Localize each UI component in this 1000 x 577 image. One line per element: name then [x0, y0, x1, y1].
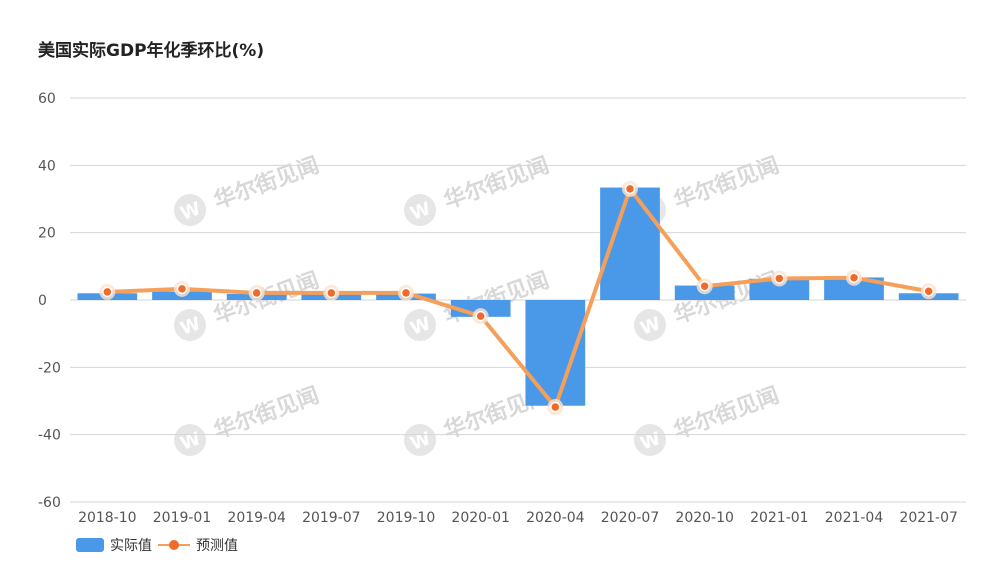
watermark-logo-icon — [404, 309, 436, 341]
watermark-text: 华尔街见闻 — [210, 152, 322, 214]
watermark-logo-icon — [174, 194, 206, 226]
y-tick-label: 60 — [38, 91, 56, 107]
x-tick-label: 2018-10 — [78, 510, 137, 526]
forecast-line — [107, 186, 930, 410]
line-point[interactable] — [923, 285, 934, 297]
x-tick-label: 2020-04 — [526, 510, 585, 526]
chart-title: 美国实际GDP年化季环比(%) — [38, 41, 265, 61]
watermark-text: 华尔街见闻 — [440, 152, 552, 214]
legend-label-forecast[interactable]: 预测值 — [196, 538, 238, 554]
legend-label-actual[interactable]: 实际值 — [110, 538, 152, 554]
line-point[interactable] — [176, 283, 188, 295]
line-point[interactable] — [251, 287, 262, 299]
x-tick-label: 2019-07 — [302, 510, 361, 526]
line-point[interactable] — [102, 286, 113, 298]
line-point[interactable] — [400, 287, 412, 299]
line-point[interactable] — [774, 273, 785, 284]
x-tick-label: 2021-07 — [899, 510, 958, 526]
watermark-logo-icon — [634, 309, 666, 341]
line-point[interactable] — [624, 183, 636, 195]
watermark-text: 华尔街见闻 — [670, 152, 782, 214]
y-tick-label: -40 — [38, 428, 61, 444]
y-tick-label: 40 — [38, 158, 56, 174]
line-point[interactable] — [550, 401, 561, 413]
bar[interactable] — [525, 300, 586, 406]
y-tick-label: -20 — [38, 360, 61, 376]
line-point[interactable] — [326, 287, 337, 299]
x-tick-label: 2021-01 — [750, 510, 809, 526]
line-point[interactable] — [848, 272, 860, 284]
watermark-logo-icon — [634, 424, 666, 456]
bar[interactable] — [600, 187, 660, 300]
x-tick-label: 2021-04 — [825, 510, 884, 526]
watermark-logo-icon — [404, 194, 436, 226]
watermark-logo-icon — [174, 309, 206, 341]
x-tick-label: 2019-10 — [377, 510, 436, 526]
bar[interactable] — [749, 278, 810, 300]
x-tick-label: 2019-04 — [227, 510, 286, 526]
legend-swatch-actual[interactable] — [76, 538, 104, 552]
y-tick-label: 20 — [38, 226, 56, 242]
line-point[interactable] — [475, 310, 486, 322]
y-tick-label: 0 — [38, 293, 47, 309]
watermark-logo-icon — [174, 424, 206, 456]
x-tick-label: 2020-10 — [675, 510, 734, 526]
legend-marker-forecast[interactable] — [169, 540, 179, 550]
line-point[interactable] — [699, 280, 710, 292]
x-tick-label: 2020-07 — [601, 510, 660, 526]
x-tick-label: 2020-01 — [451, 510, 510, 526]
watermark-logo-icon — [404, 424, 436, 456]
bar[interactable] — [824, 277, 884, 300]
y-tick-label: -60 — [38, 495, 61, 511]
x-tick-label: 2019-01 — [153, 510, 212, 526]
